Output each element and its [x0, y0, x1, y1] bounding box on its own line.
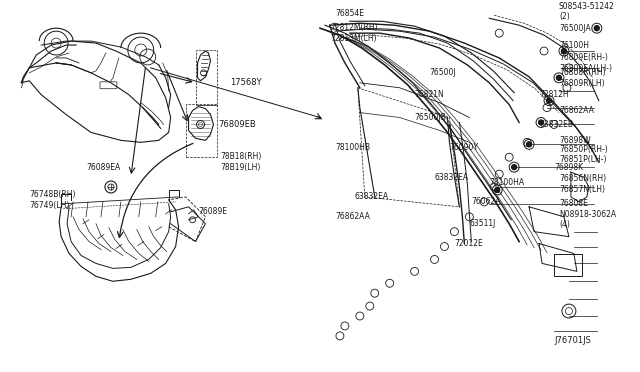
Text: 78100HB: 78100HB	[335, 143, 370, 152]
Text: 76854E: 76854E	[335, 9, 364, 18]
Circle shape	[547, 98, 552, 103]
Text: 76090Y: 76090Y	[449, 143, 479, 152]
Text: 76821N: 76821N	[415, 90, 444, 99]
Text: 76809EB: 76809EB	[218, 120, 256, 129]
Text: 63511J: 63511J	[469, 219, 496, 228]
Circle shape	[538, 120, 543, 125]
Text: 76862AA: 76862AA	[559, 106, 594, 115]
Text: 76089E: 76089E	[198, 207, 228, 216]
Circle shape	[495, 187, 500, 192]
Text: 76850P(RH-)
76851P(LH-): 76850P(RH-) 76851P(LH-)	[559, 145, 608, 164]
Text: 72012E: 72012E	[454, 239, 483, 248]
Text: N08918-3062A
(4): N08918-3062A (4)	[559, 210, 616, 230]
Text: S08543-51242
(2): S08543-51242 (2)	[559, 1, 614, 21]
Text: 78100HA: 78100HA	[489, 177, 524, 186]
Circle shape	[595, 26, 599, 31]
Text: 76898K: 76898K	[554, 163, 583, 171]
Text: 76808E: 76808E	[559, 199, 588, 208]
Text: J76701JS: J76701JS	[554, 336, 591, 345]
Text: 72812M(RH)
72813M(LH): 72812M(RH) 72813M(LH)	[330, 23, 378, 43]
Text: 76500JA: 76500JA	[559, 24, 591, 33]
Text: 76809E(RH-)
76809EA(LH-): 76809E(RH-) 76809EA(LH-)	[559, 53, 612, 73]
Text: 78B18(RH)
78B19(LH): 78B18(RH) 78B19(LH)	[220, 153, 262, 172]
Text: 76089EA: 76089EA	[86, 163, 120, 171]
Text: 76500JB: 76500JB	[415, 113, 446, 122]
Circle shape	[561, 48, 566, 54]
Text: 63832EB: 63832EB	[539, 120, 573, 129]
Text: 76898W: 76898W	[559, 136, 591, 145]
Text: 63832EA: 63832EA	[435, 173, 468, 182]
Text: 76748B(RH)
76749(LH): 76748B(RH) 76749(LH)	[29, 190, 76, 209]
Circle shape	[511, 165, 516, 170]
Text: 76862AA: 76862AA	[335, 212, 370, 221]
Text: 76062A: 76062A	[471, 198, 501, 206]
Text: 17568Y: 17568Y	[230, 78, 262, 87]
Text: 76808R(RH)
76809R(LH): 76808R(RH) 76809R(LH)	[559, 68, 605, 87]
Circle shape	[527, 142, 532, 147]
Text: 76856N(RH)
76857N(LH): 76856N(RH) 76857N(LH)	[559, 174, 606, 194]
Text: 72812H: 72812H	[539, 90, 569, 99]
Text: 76100H: 76100H	[559, 41, 589, 49]
Text: 76500J: 76500J	[429, 68, 456, 77]
Text: 63832EA: 63832EA	[355, 192, 389, 201]
Circle shape	[556, 76, 561, 80]
